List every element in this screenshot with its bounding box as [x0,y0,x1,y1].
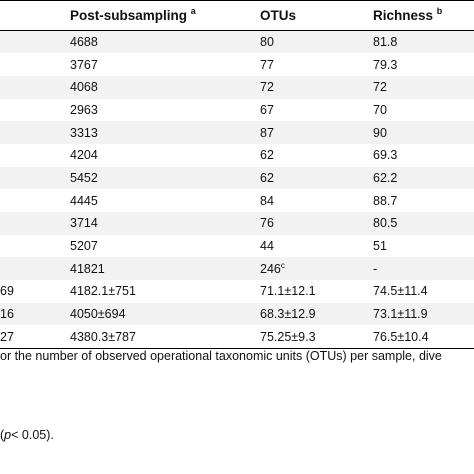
data-table: Post-subsampling a OTUs Richness b 4688 8… [0,0,474,349]
table-row: 4204 62 69.3 [0,143,474,167]
table-body: 4688 80 81.8 3767 77 79.3 4068 72 72 2963 67 70 3313… [0,30,474,349]
cell-post-subsampling: 3313 [70,125,98,140]
cell-richness: 73.1±11.9 [373,307,428,322]
footnote-p-value: < 0.05). [11,428,54,442]
table-row: 4068 72 72 [0,75,474,99]
cell-sample: 69 [0,284,14,299]
table-row: 5452 62 62.2 [0,166,474,190]
cell-richness: 76.5±10.4 [363,325,474,349]
footnote-1: or the number of observed operational ta… [0,349,442,363]
table-row: 4445 84 88.7 [0,189,474,212]
cell-sample [0,257,60,280]
cell-sample [0,167,60,190]
footnote-marker: c [280,260,285,270]
cell-otus: 84 [260,193,274,208]
cell-sample [0,235,60,258]
cell-sample [0,31,60,54]
cell-otus: 77 [260,57,274,72]
table-row: 69 4182.1±751 71.1±12.1 74.5±11.4 [0,280,474,303]
cell-otus: 87 [260,125,274,140]
table-row: 5207 44 51 [0,234,474,258]
cell-post-subsampling: 4204 [70,148,98,163]
cell-sample: 27 [0,325,60,349]
cell-richness: 88.7 [373,193,398,208]
table-row: 2963 67 70 [0,98,474,122]
column-header-post-subsampling: Post-subsampling a [60,0,250,31]
cell-richness: 72 [373,80,387,95]
cell-post-subsampling: 4182.1±751 [70,284,136,299]
cell-richness: 90 [373,125,387,140]
cell-richness: 81.8 [373,35,398,50]
cell-post-subsampling: 4688 [70,35,98,50]
table-row: 41821 246c - [0,257,474,281]
cell-post-subsampling: 4068 [70,80,98,95]
cell-richness: 80.5 [373,216,398,231]
cell-sample [0,144,60,167]
cell-post-subsampling: 3767 [70,57,98,72]
cell-otus: 68.3±12.9 [260,307,316,322]
table-row: 4688 80 81.8 [0,30,474,54]
cell-sample [0,189,60,212]
cell-richness: 51 [373,239,387,254]
table-row: 27 4380.3±787 75.25±9.3 76.5±10.4 [0,325,474,349]
cell-post-subsampling: 5207 [70,239,98,254]
cell-richness: - [373,261,378,276]
footnote-marker: b [436,6,443,16]
cell-post-subsampling: 2963 [70,102,98,117]
cell-post-subsampling: 41821 [70,261,105,276]
cell-otus: 76 [260,216,274,231]
table-row: 3767 77 79.3 [0,53,474,76]
footnote-marker: a [190,6,196,16]
table-row: 3714 76 80.5 [0,212,474,235]
cell-post-subsampling: 4050±694 [70,307,126,322]
cell-post-subsampling: 4380.3±787 [60,325,250,349]
cell-richness: 74.5±11.4 [373,284,428,299]
cell-post-subsampling: 3714 [70,216,98,231]
cell-otus: 75.25±9.3 [250,325,363,349]
cell-sample: 16 [0,307,14,322]
cell-richness: 69.3 [373,148,398,163]
cell-richness: 79.3 [373,57,398,72]
cell-otus: 80 [260,35,274,50]
cell-otus: 62 [260,170,274,185]
table-row: 3313 87 90 [0,121,474,144]
cell-sample [0,99,60,122]
cell-sample [0,212,60,235]
cell-sample [0,53,60,76]
table-container: Post-subsampling a OTUs Richness b 4688 8… [0,0,474,349]
cell-post-subsampling: 5452 [70,170,98,185]
cell-otus: 67 [260,102,274,117]
cell-sample [0,76,60,99]
footnote-p-symbol: p [4,428,12,442]
cell-sample [0,121,60,144]
cell-richness: 70 [373,102,387,117]
column-header-richness: Richness b [363,0,474,31]
footnote-2: (p< 0.05). [0,428,54,442]
cell-otus: 246c [260,260,285,276]
table-header-row: Post-subsampling a OTUs Richness b [0,0,474,31]
cell-post-subsampling: 4445 [70,193,98,208]
cell-richness: 62.2 [373,170,398,185]
cell-otus: 72 [260,80,274,95]
table-row: 16 4050±694 68.3±12.9 73.1±11.9 [0,302,474,326]
column-header-sample [0,0,60,31]
column-header-otus: OTUs [250,0,363,31]
cell-otus: 62 [260,148,274,163]
cell-otus: 44 [260,239,274,254]
cell-otus: 71.1±12.1 [260,284,316,299]
